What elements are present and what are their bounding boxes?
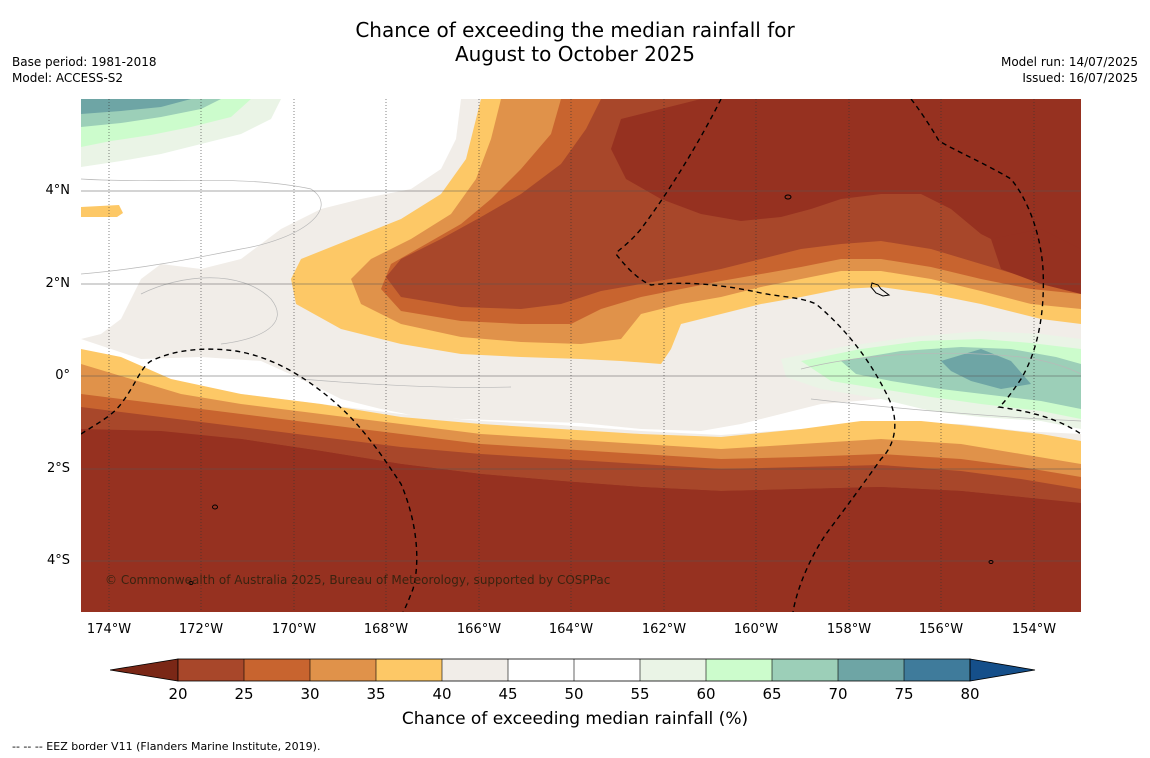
lat-label-4n: 4°N [45,183,71,198]
region-south-orange [81,364,1081,484]
colorbar-bin-45-50 [508,659,574,681]
lat-label-2n: 2°N [45,276,71,291]
colorbar-bin-35-40 [376,659,442,681]
colorbar-bin-75-80 [904,659,970,681]
region-north-deep-brown [611,99,1081,279]
colorbar-bin-40-45 [442,659,508,681]
colorbar-bin-65-70 [772,659,838,681]
colorbar-dividers [243,659,905,681]
colorbar-tick-35: 35 [366,685,386,703]
colorbar-tick-55: 55 [630,685,650,703]
colorbar-tick-65: 65 [762,685,782,703]
lon-label-162w: 162°W [641,622,687,637]
lon-label-172w: 172°W [178,622,224,637]
lon-label-174w: 174°W [86,622,132,637]
eez-footnote: -- -- -- EEZ border V11 (Flanders Marine… [12,740,321,753]
map-title-line-2: August to October 2025 [454,42,696,66]
colorbar-tick-75: 75 [894,685,914,703]
lon-label-170w: 170°W [271,622,317,637]
meta-left: Base period: 1981-2018 Model: ACCESS-S2 [12,54,157,86]
colorbar-over-arrow [969,658,1036,682]
colorbar-tick-50: 50 [564,685,584,703]
rainfall-map-canvas [81,99,1081,612]
colorbar-bin-20-25 [178,659,244,681]
latitude-lines [81,190,1081,562]
colorbar-bin-30-35 [310,659,376,681]
region-south-brown [81,407,1081,504]
lon-label-158w: 158°W [826,622,872,637]
region-south-deep-brown [81,429,1081,612]
region-w-yellow-small [81,205,123,217]
lon-label-160w: 160°W [733,622,779,637]
colorbar-outline [177,658,971,682]
rainfall-map [81,99,1081,612]
base-period-text: Base period: 1981-2018 [12,55,157,69]
colorbar-bin-60-65 [706,659,772,681]
colorbar-tick-45: 45 [498,685,518,703]
lon-label-154w: 154°W [1011,622,1057,637]
lat-label-4s: 4°S [46,553,70,568]
lon-label-164w: 164°W [548,622,594,637]
copyright-notice: © Commonwealth of Australia 2025, Bureau… [105,573,611,587]
map-title-line-1: Chance of exceeding the median rainfall … [355,18,795,42]
region-north-white [81,99,461,339]
meta-right: Model run: 14/07/2025 Issued: 16/07/2025 [1001,54,1138,86]
colorbar-tick-40: 40 [432,685,452,703]
region-east-deep-brown-patch [991,229,1081,294]
lon-label-168w: 168°W [363,622,409,637]
region-east-sea-green [841,347,1081,409]
lon-label-166w: 166°W [456,622,502,637]
lat-label-equator: 0° [55,368,70,383]
colorbar-tick-30: 30 [300,685,320,703]
colorbar [110,658,1036,682]
colorbar-bin-50-55 [574,659,640,681]
colorbar-under-arrow [110,658,179,682]
colorbar-bin-25-30 [244,659,310,681]
colorbar-tick-25: 25 [234,685,254,703]
contour-lines [81,178,1081,422]
region-south-yellow [81,349,1081,471]
colorbar-bin-55-60 [640,659,706,681]
region-east-teal [941,349,1031,389]
issued-text: Issued: 16/07/2025 [1022,71,1138,85]
islands [188,194,994,585]
colorbar-tick-20: 20 [168,685,188,703]
model-run-text: Model run: 14/07/2025 [1000,55,1138,69]
eez-borders [81,99,1081,612]
colorbar-tick-80: 80 [960,685,980,703]
lat-label-2s: 2°S [46,461,70,476]
colorbar-title: Chance of exceeding median rainfall (%) [401,709,749,729]
colorbar-tick-60: 60 [696,685,716,703]
lon-label-156w: 156°W [918,622,964,637]
colorbar-bin-70-75 [838,659,904,681]
region-nw-teal [81,99,191,114]
map-title: Chance of exceeding the median rainfall … [0,18,1150,66]
model-text: Model: ACCESS-S2 [12,71,124,85]
colorbar-tick-70: 70 [828,685,848,703]
